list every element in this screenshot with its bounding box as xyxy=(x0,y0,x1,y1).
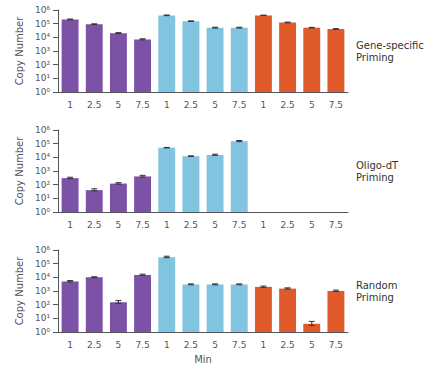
svg-text:10⁴: 10⁴ xyxy=(35,32,50,42)
svg-text:10¹: 10¹ xyxy=(35,73,50,83)
svg-text:5: 5 xyxy=(212,340,218,350)
svg-text:1: 1 xyxy=(261,100,267,110)
svg-text:Copy Number: Copy Number xyxy=(14,16,25,86)
svg-text:2.5: 2.5 xyxy=(87,340,101,350)
svg-text:10⁶: 10⁶ xyxy=(35,5,50,15)
svg-text:7.5: 7.5 xyxy=(232,220,246,230)
svg-text:1: 1 xyxy=(67,340,73,350)
svg-text:10¹: 10¹ xyxy=(35,193,50,203)
svg-text:7.5: 7.5 xyxy=(329,340,343,350)
svg-text:10⁴: 10⁴ xyxy=(35,272,50,282)
svg-text:7.5: 7.5 xyxy=(329,220,343,230)
svg-text:5: 5 xyxy=(309,100,315,110)
svg-text:5: 5 xyxy=(116,340,122,350)
svg-text:2.5: 2.5 xyxy=(184,340,198,350)
svg-text:5: 5 xyxy=(212,100,218,110)
svg-text:10⁴: 10⁴ xyxy=(35,152,50,162)
svg-text:2.5: 2.5 xyxy=(87,100,101,110)
svg-text:2.5: 2.5 xyxy=(280,340,294,350)
svg-text:1: 1 xyxy=(67,100,73,110)
svg-text:1: 1 xyxy=(261,220,267,230)
svg-text:Copy Number: Copy Number xyxy=(14,136,25,206)
svg-text:7.5: 7.5 xyxy=(135,100,149,110)
svg-text:2.5: 2.5 xyxy=(87,220,101,230)
svg-text:10⁰: 10⁰ xyxy=(35,87,50,97)
svg-text:10²: 10² xyxy=(35,60,50,70)
svg-text:2.5: 2.5 xyxy=(280,100,294,110)
svg-text:10⁵: 10⁵ xyxy=(35,259,50,269)
svg-text:Gene-specific: Gene-specific xyxy=(356,40,424,51)
svg-text:10¹: 10¹ xyxy=(35,313,50,323)
svg-text:10⁵: 10⁵ xyxy=(35,19,50,29)
svg-text:7.5: 7.5 xyxy=(135,220,149,230)
svg-text:10³: 10³ xyxy=(35,286,50,296)
svg-text:7.5: 7.5 xyxy=(135,340,149,350)
svg-text:1: 1 xyxy=(67,220,73,230)
svg-text:Random: Random xyxy=(356,280,397,291)
svg-text:2.5: 2.5 xyxy=(184,100,198,110)
svg-text:2.5: 2.5 xyxy=(184,220,198,230)
svg-text:10⁶: 10⁶ xyxy=(35,245,50,255)
svg-text:1: 1 xyxy=(164,220,170,230)
svg-text:10²: 10² xyxy=(35,300,50,310)
svg-text:7.5: 7.5 xyxy=(329,100,343,110)
svg-text:10³: 10³ xyxy=(35,166,50,176)
svg-text:5: 5 xyxy=(116,220,122,230)
svg-text:Copy Number: Copy Number xyxy=(14,256,25,326)
svg-text:7.5: 7.5 xyxy=(232,340,246,350)
svg-text:5: 5 xyxy=(309,340,315,350)
svg-text:5: 5 xyxy=(212,220,218,230)
svg-text:5: 5 xyxy=(116,100,122,110)
svg-text:Min: Min xyxy=(194,354,212,365)
svg-text:Oligo-dT: Oligo-dT xyxy=(356,160,399,171)
svg-text:10⁰: 10⁰ xyxy=(35,207,50,217)
svg-text:Priming: Priming xyxy=(356,172,394,183)
svg-text:10⁵: 10⁵ xyxy=(35,139,50,149)
svg-text:10²: 10² xyxy=(35,180,50,190)
svg-text:5: 5 xyxy=(309,220,315,230)
svg-text:2.5: 2.5 xyxy=(280,220,294,230)
svg-text:7.5: 7.5 xyxy=(232,100,246,110)
svg-text:10³: 10³ xyxy=(35,46,50,56)
svg-text:1: 1 xyxy=(164,100,170,110)
svg-text:10⁰: 10⁰ xyxy=(35,327,50,337)
svg-text:Priming: Priming xyxy=(356,292,394,303)
svg-text:Priming: Priming xyxy=(356,52,394,63)
svg-text:1: 1 xyxy=(261,340,267,350)
svg-text:10⁶: 10⁶ xyxy=(35,125,50,135)
svg-text:1: 1 xyxy=(164,340,170,350)
